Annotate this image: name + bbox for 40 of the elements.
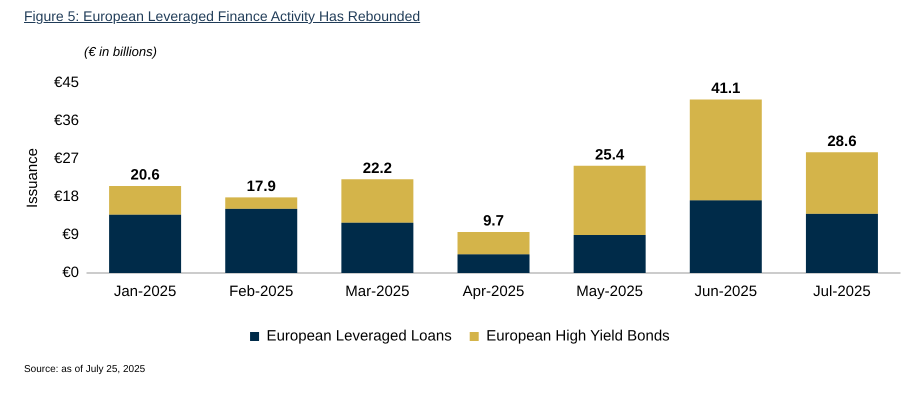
bar	[806, 214, 878, 273]
bar	[341, 222, 414, 273]
total-label: 17.9	[246, 178, 276, 196]
bar	[458, 232, 530, 254]
legend-label: European Leveraged Loans	[266, 328, 452, 345]
x-tick-label: Feb-2025	[229, 283, 294, 300]
x-tick-label: Jun-2025	[694, 283, 758, 300]
x-tick-label: Mar-2025	[345, 283, 410, 300]
bar	[109, 214, 182, 273]
y-tick-label: €27	[54, 150, 80, 168]
y-tick-label: €45	[54, 74, 80, 92]
x-tick-label: Apr-2025	[462, 283, 524, 300]
bar	[225, 197, 298, 209]
chart-title: Figure 5: European Leveraged Finance Activity Has Rebounded	[24, 8, 420, 24]
x-tick-label: Jan-2025	[114, 283, 176, 300]
bar	[690, 99, 762, 200]
total-label: 9.7	[483, 212, 504, 230]
bar	[806, 152, 878, 214]
x-tick-label: May-2025	[576, 283, 644, 300]
total-label: 22.2	[362, 160, 392, 177]
y-tick-label: €0	[62, 264, 80, 282]
bar	[109, 186, 182, 215]
y-tick-label: €9	[62, 226, 80, 244]
bar	[458, 254, 530, 273]
bar	[690, 200, 762, 273]
source-note: Source: as of July 25, 2025	[24, 364, 146, 375]
total-label: 25.4	[595, 146, 625, 164]
x-tick-label: Jul-2025	[813, 283, 871, 300]
bar	[341, 179, 414, 223]
bar	[574, 166, 646, 235]
total-label: 28.6	[827, 132, 857, 150]
bar	[574, 235, 646, 273]
text: (€ in billions)	[84, 44, 157, 59]
y-tick-label: €36	[54, 112, 80, 130]
y-tick-label: €18	[54, 188, 80, 206]
total-label: 41.1	[711, 80, 740, 98]
legend-label: European High Yield Bonds	[486, 328, 670, 345]
total-label: 20.6	[130, 166, 160, 184]
y-axis-title: Issuance	[24, 148, 42, 208]
bar	[225, 208, 298, 273]
